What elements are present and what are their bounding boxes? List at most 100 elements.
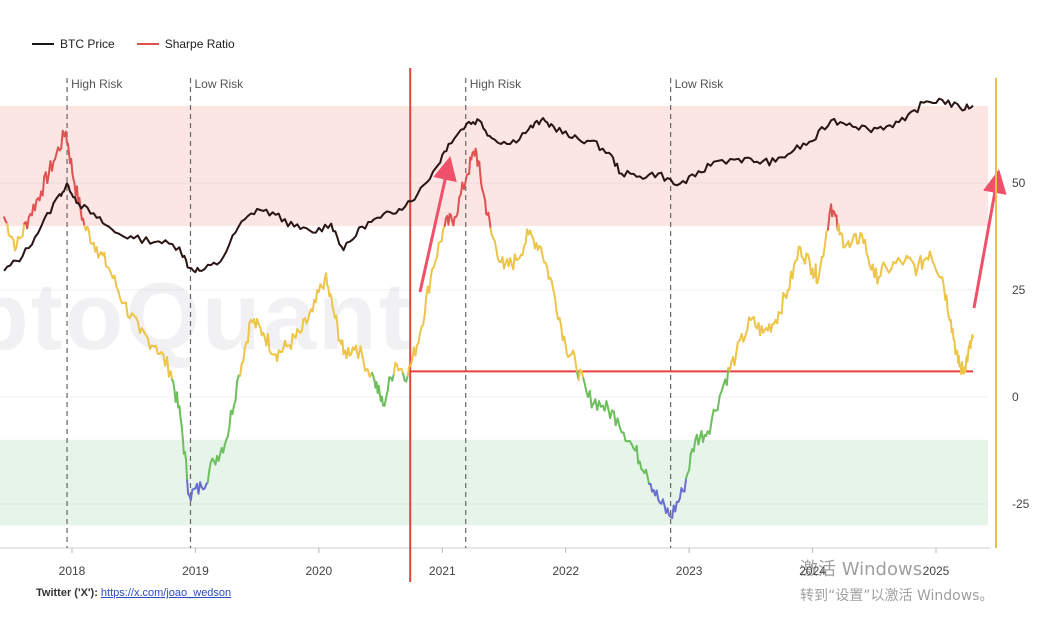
sharpe-ratio-segment	[644, 468, 649, 478]
sharpe-ratio-segment	[470, 152, 474, 161]
sharpe-ratio-segment	[796, 245, 800, 261]
sharpe-ratio-segment	[290, 332, 294, 350]
sharpe-ratio-segment	[605, 400, 610, 410]
sharpe-ratio-segment	[478, 161, 482, 175]
sharpe-ratio-segment	[879, 265, 883, 278]
sharpe-ratio-segment	[113, 274, 118, 288]
sharpe-ratio-segment	[178, 405, 182, 420]
sharpe-ratio-segment	[179, 417, 183, 428]
sharpe-ratio-segment	[744, 329, 749, 338]
sharpe-ratio-segment	[951, 328, 955, 340]
sharpe-ratio-segment	[246, 321, 251, 344]
sharpe-ratio-segment	[311, 299, 316, 313]
sharpe-ratio-segment	[946, 308, 950, 318]
sharpe-ratio-segment	[103, 251, 107, 268]
sharpe-ratio-segment	[725, 367, 730, 386]
sharpe-ratio-segment	[46, 172, 50, 185]
low-risk-zone	[0, 439, 988, 526]
sharpe-ratio-segment	[325, 272, 329, 286]
sharpe-ratio-segment	[716, 394, 721, 411]
sharpe-ratio-segment	[443, 217, 447, 227]
sharpe-ratio-segment	[558, 317, 563, 327]
sharpe-ratio-segment	[26, 216, 30, 230]
legend-item-sharpe-ratio[interactable]: Sharpe Ratio	[136, 37, 235, 51]
sharpe-ratio-segment	[330, 297, 334, 309]
sharpe-ratio-segment	[419, 325, 423, 334]
sharpe-ratio-segment	[169, 370, 173, 381]
sharpe-ratio-segment	[154, 344, 159, 355]
sharpe-ratio-segment	[436, 242, 440, 259]
sharpe-ratio-segment	[710, 408, 715, 422]
sharpe-ratio-segment	[583, 383, 588, 393]
risk-marker-label: Low Risk	[675, 77, 725, 91]
sharpe-ratio-segment	[300, 318, 305, 332]
sharpe-ratio-segment	[208, 460, 212, 472]
sharpe-ratio-segment	[867, 256, 871, 267]
high-risk-zone	[0, 106, 988, 226]
sharpe-ratio-segment	[361, 357, 367, 372]
sharpe-ratio-segment	[521, 245, 526, 256]
sharpe-ratio-segment	[837, 223, 841, 236]
sharpe-ratio-segment	[175, 391, 180, 409]
sharpe-ratio-segment	[487, 211, 491, 221]
risk-marker-label: High Risk	[470, 77, 522, 91]
sharpe-ratio-segment	[380, 395, 385, 407]
sharpe-ratio-segment	[573, 353, 577, 364]
arrow-annotation	[972, 169, 1007, 309]
sharpe-ratio-segment	[822, 243, 826, 258]
sharpe-ratio-segment	[243, 341, 248, 350]
sharpe-ratio-segment	[428, 274, 432, 294]
sharpe-ratio-segment	[555, 309, 559, 321]
footer-link[interactable]: https://x.com/joao_wedson	[100, 587, 232, 599]
sharpe-ratio-segment	[720, 383, 725, 393]
sharpe-ratio-segment	[146, 337, 151, 350]
legend-item-btc-price[interactable]: BTC Price	[32, 37, 115, 51]
x-tick-label: 2021	[429, 564, 456, 578]
sharpe-ratio-segment	[236, 374, 240, 383]
x-tick-label: 2022	[552, 564, 579, 578]
legend-swatch-btc	[32, 43, 54, 45]
sharpe-ratio-segment	[776, 311, 780, 325]
y-tick-label: 50	[1012, 176, 1026, 190]
sharpe-ratio-segment	[242, 347, 246, 363]
arrow-annotation	[418, 156, 457, 293]
sharpe-ratio-segment	[563, 335, 567, 347]
x-tick-label: 2018	[59, 564, 86, 578]
sharpe-ratio-segment	[746, 316, 751, 332]
legend-label-sharpe-ratio: Sharpe Ratio	[164, 37, 235, 51]
activation-line-2: 转到“设置”以激活 Windows。	[800, 588, 994, 604]
sharpe-ratio-segment	[117, 290, 122, 300]
sharpe-ratio-segment	[890, 260, 895, 271]
sharpe-ratio-segment	[674, 501, 678, 513]
sharpe-ratio-segment	[440, 227, 445, 243]
sharpe-ratio-segment	[864, 238, 868, 255]
sharpe-ratio-segment	[366, 367, 371, 378]
sharpe-ratio-segment	[226, 426, 231, 438]
sharpe-ratio-segment	[341, 339, 345, 356]
sharpe-ratio-segment	[70, 158, 74, 174]
sharpe-ratio-segment	[728, 360, 733, 372]
sharpe-ratio-segment	[493, 240, 498, 251]
sharpe-ratio-segment	[509, 257, 513, 266]
sharpe-ratio-segment	[307, 312, 311, 321]
sharpe-ratio-segment	[857, 231, 862, 245]
sharpe-ratio-segment	[66, 142, 71, 155]
sharpe-ratio-segment	[702, 434, 706, 443]
sharpe-ratio-segment	[541, 254, 546, 264]
sharpe-ratio-segment	[79, 209, 83, 221]
sharpe-ratio-segment	[64, 130, 68, 144]
sharpe-ratio-segment	[688, 453, 692, 472]
footer-label: Twitter ('X'):	[36, 587, 98, 599]
sharpe-ratio-segment	[560, 324, 564, 342]
sharpe-ratio-segment	[969, 339, 973, 350]
sharpe-ratio-segment	[423, 295, 428, 317]
windows-activation-notice: 激活 Windows 转到“设置”以激活 Windows。	[800, 555, 993, 605]
sharpe-ratio-segment	[791, 263, 796, 280]
sharpe-ratio-segment	[692, 438, 697, 453]
sharpe-ratio-segment	[429, 267, 434, 277]
sharpe-ratio-segment	[377, 384, 381, 396]
sharpe-ratio-segment	[402, 372, 406, 382]
risk-marker-label: High Risk	[71, 77, 123, 91]
sharpe-ratio-segment	[819, 256, 823, 268]
